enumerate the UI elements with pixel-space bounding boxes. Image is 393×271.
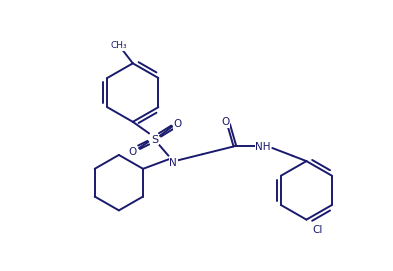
Text: CH₃: CH₃ — [110, 41, 127, 50]
Text: S: S — [151, 135, 158, 145]
Text: O: O — [222, 117, 230, 127]
Text: O: O — [129, 147, 137, 157]
Text: O: O — [174, 120, 182, 129]
Text: N: N — [169, 158, 177, 168]
Text: Cl: Cl — [312, 225, 323, 235]
Text: NH: NH — [255, 143, 271, 153]
